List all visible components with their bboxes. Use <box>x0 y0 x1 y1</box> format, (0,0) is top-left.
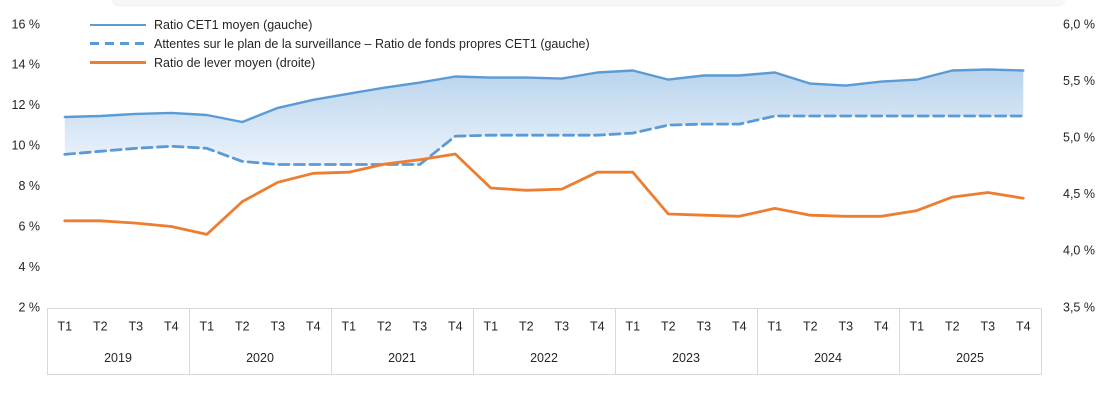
quarter-label: T4 <box>732 319 747 333</box>
quarter-label: T3 <box>128 319 143 333</box>
left-axis-tick: 6 % <box>18 219 40 233</box>
right-axis-tick: 4,5 % <box>1063 187 1095 201</box>
quarter-label: T4 <box>874 319 889 333</box>
quarter-label: T2 <box>235 319 250 333</box>
year-label: 2025 <box>956 351 984 365</box>
supervisory-expectation-line <box>63 114 1025 166</box>
left-axis-tick: 10 % <box>12 139 41 153</box>
quarter-label: T3 <box>696 319 711 333</box>
quarter-label: T3 <box>980 319 995 333</box>
leverage-ratio-line <box>63 152 1025 236</box>
right-axis-tick: 5,0 % <box>1063 130 1095 144</box>
year-label: 2023 <box>672 351 700 365</box>
legend-item-leverage: Ratio de lever moyen (droite) <box>90 53 590 72</box>
solid-orange-line-swatch <box>90 61 146 64</box>
quarter-label: T4 <box>590 319 605 333</box>
solid-blue-line-swatch <box>90 23 146 26</box>
quarter-label: T4 <box>306 319 321 333</box>
quarter-label: T2 <box>661 319 676 333</box>
right-axis-tick: 6,0 % <box>1063 17 1095 31</box>
quarter-label: T1 <box>199 319 214 333</box>
left-axis-tick: 12 % <box>12 98 41 112</box>
legend-item-expectations: Attentes sur le plan de la surveillance … <box>90 34 590 53</box>
quarter-label: T4 <box>1016 319 1031 333</box>
legend-label: Ratio de lever moyen (droite) <box>154 55 316 70</box>
quarter-label: T4 <box>164 319 179 333</box>
left-axis-tick: 14 % <box>12 58 41 72</box>
cet1-expectation-band <box>64 69 1024 165</box>
quarter-label: T1 <box>909 319 924 333</box>
quarter-label: T3 <box>838 319 853 333</box>
cet1-line <box>63 68 1025 124</box>
legend-label: Ratio CET1 moyen (gauche) <box>154 17 313 32</box>
left-axis-tick: 16 % <box>12 17 41 31</box>
left-axis-tick: 4 % <box>18 260 40 274</box>
quarter-label: T2 <box>945 319 960 333</box>
chart-legend: Ratio CET1 moyen (gauche) Attentes sur l… <box>90 15 590 72</box>
quarter-label: T1 <box>57 319 72 333</box>
quarter-label: T2 <box>803 319 818 333</box>
right-axis-tick: 4,0 % <box>1063 244 1095 258</box>
legend-label: Attentes sur le plan de la surveillance … <box>154 36 590 51</box>
quarter-label: T1 <box>767 319 782 333</box>
quarter-label: T1 <box>625 319 640 333</box>
quarter-label: T3 <box>554 319 569 333</box>
quarter-label: T3 <box>270 319 285 333</box>
dashed-blue-line-swatch <box>90 42 146 45</box>
quarter-label: T4 <box>448 319 463 333</box>
window-top-edge <box>112 0 1065 6</box>
right-axis-tick: 3,5 % <box>1063 300 1095 314</box>
quarter-label: T1 <box>341 319 356 333</box>
right-axis-tick: 5,5 % <box>1063 74 1095 88</box>
year-label: 2020 <box>246 351 274 365</box>
quarter-label: T2 <box>377 319 392 333</box>
year-label: 2021 <box>388 351 416 365</box>
quarter-label: T1 <box>483 319 498 333</box>
quarter-label: T2 <box>93 319 108 333</box>
legend-item-cet1: Ratio CET1 moyen (gauche) <box>90 15 590 34</box>
year-label: 2024 <box>814 351 842 365</box>
year-label: 2022 <box>530 351 558 365</box>
year-label: 2019 <box>104 351 132 365</box>
left-axis-tick: 8 % <box>18 179 40 193</box>
quarter-label: T2 <box>519 319 534 333</box>
quarter-label: T3 <box>412 319 427 333</box>
left-axis-tick: 2 % <box>18 300 40 314</box>
